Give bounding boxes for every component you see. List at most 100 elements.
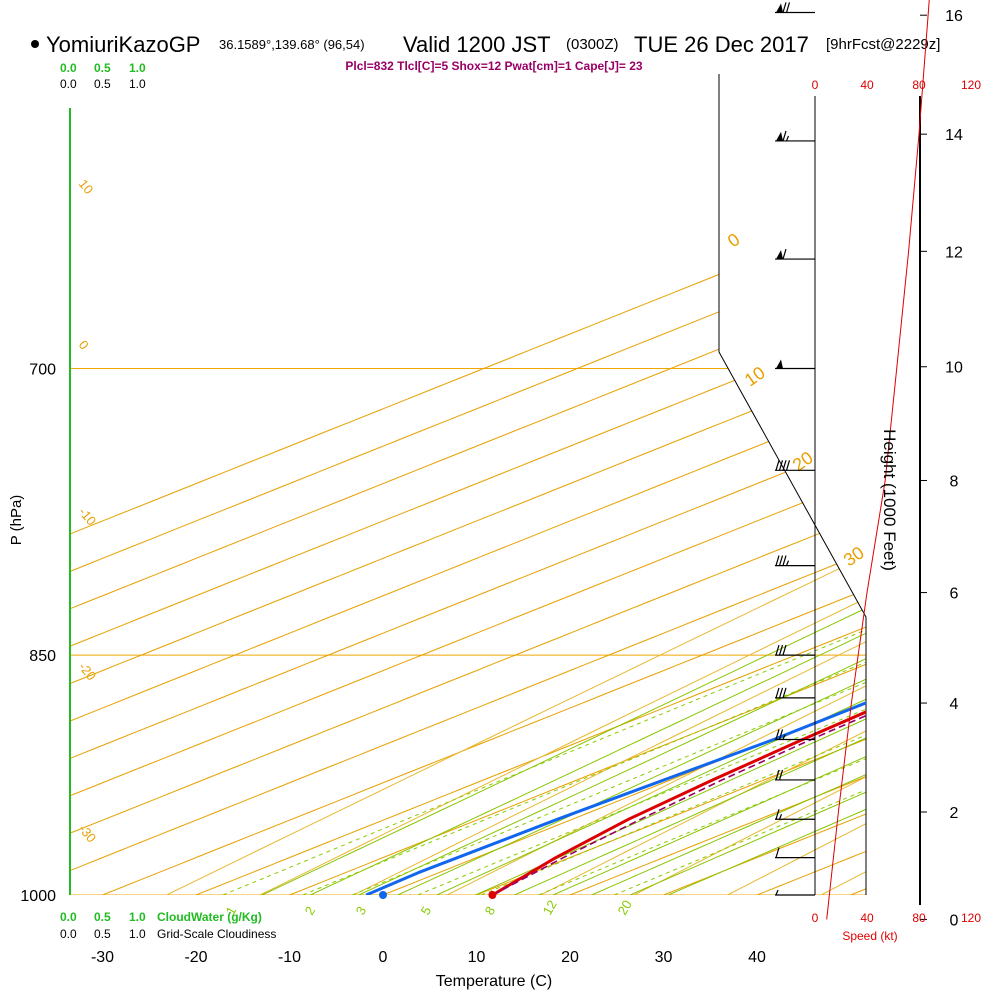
height-axis-title: Height (1000 Feet): [880, 429, 899, 571]
wind-barb-feather: [775, 729, 780, 740]
isotherm-label: -10: [76, 504, 100, 528]
height-tick-label: 12: [945, 244, 963, 261]
moist-adiabat-line: [240, 74, 866, 895]
cloudiness-scale-bottom-0: 0.0: [60, 927, 77, 941]
isotherm-label: -30: [76, 821, 100, 845]
grid-clip-group: [70, 74, 866, 895]
speed-tick-label-top: 40: [860, 78, 874, 92]
wind-barb-feather: [778, 769, 784, 781]
wet-adiabat-label: 10: [741, 362, 769, 390]
moist-adiabat-line: [277, 74, 866, 895]
temperature-tick-label: -10: [278, 949, 301, 966]
wind-barb-feather: [782, 248, 787, 260]
temperature-tick-label: 10: [468, 949, 486, 966]
speed-tick-label-bottom: 40: [860, 911, 874, 925]
y-axis-title: P (hPa): [8, 495, 25, 546]
mixing-ratio-label: 20: [615, 897, 635, 917]
isotherm-line: [195, 74, 866, 895]
cloudwater-scale-top-2: 1.0: [129, 61, 146, 75]
wind-barb: [775, 644, 815, 656]
speed-tick-label-bottom: 120: [961, 911, 981, 925]
dewpoint-profile-line: [365, 74, 866, 895]
wind-barb-feather: [775, 644, 780, 656]
wind-barb-feather: [782, 460, 787, 471]
wet-adiabat-label: 0: [724, 229, 744, 251]
moist-adiabat-line: [352, 74, 866, 895]
moist-adiabat-line: [109, 74, 866, 895]
chart-grid: [70, 74, 867, 895]
wind-barb-feather: [778, 687, 784, 699]
station-name: YomiuriKazoGP: [46, 32, 200, 57]
sounding-profiles: [365, 74, 866, 899]
isotherm-label: 10: [76, 176, 97, 197]
forecast-tag: [9hrFcst@2229z]: [826, 36, 940, 53]
wind-barb-half-feather: [775, 889, 779, 896]
wind-barb-flag: [776, 3, 783, 13]
dry-adiabat-line: [587, 74, 866, 895]
speed-tick-label-top: 120: [961, 78, 981, 92]
temperature-tick-label: 20: [561, 949, 579, 966]
speed-panel: 0 0 40 40 80 80 120 120: [812, 0, 981, 925]
wind-barb: [775, 809, 815, 820]
isotherm-line: [70, 74, 866, 895]
isotherm-line: [70, 74, 866, 895]
zulu-time: (0300Z): [566, 36, 619, 53]
wind-barb: [775, 687, 815, 699]
wind-barb-feather: [778, 460, 784, 471]
pressure-tick-label: 700: [29, 361, 56, 378]
speed-tick-label-top: 80: [912, 78, 926, 92]
pressure-tick-label: 1000: [20, 888, 56, 905]
moist-adiabat-line: [155, 74, 866, 895]
dry-adiabat-line: [398, 74, 866, 895]
height-tick-label: 4: [950, 696, 959, 713]
temperature-profile-line: [491, 74, 866, 895]
wind-speed-profile-line: [826, 0, 930, 920]
wind-barb-flag: [776, 131, 783, 141]
wind-barb-feather: [782, 2, 787, 13]
wind-barb-half-feather: [782, 734, 786, 740]
wind-barb: [775, 555, 815, 567]
temperature-tick-label: 0: [379, 949, 388, 966]
wind-barb-feather: [775, 555, 780, 566]
cloudwater-scale-top-1: 0.5: [94, 61, 111, 75]
valid-time: Valid 1200 JST: [403, 32, 551, 57]
wind-barb-feather: [778, 555, 784, 566]
station-marker-icon: [31, 40, 39, 48]
cloudwater-scale-bottom-0: 0.0: [60, 910, 77, 924]
isotherm-line: [70, 74, 866, 895]
temperature-tick-label: -20: [184, 949, 207, 966]
height-tick-label: 6: [950, 586, 959, 603]
indices-line: Plcl=832 Tlcl[C]=5 Shox=12 Pwat[cm]=1 Ca…: [345, 59, 642, 73]
wind-barb-half-feather: [778, 814, 783, 820]
wind-barb-feather: [775, 460, 780, 471]
moist-adiabat-line: [501, 74, 866, 895]
moist-adiabat-line: [202, 74, 866, 895]
mixing-ratio-line: [538, 74, 866, 895]
cloudwater-scale-bottom-1: 0.5: [94, 910, 111, 924]
cloudiness-legend-label: Grid-Scale Cloudiness: [157, 927, 276, 941]
temperature-tick-label: 40: [748, 949, 766, 966]
wind-barb-feather: [775, 847, 780, 858]
height-tick-label: 2: [950, 805, 959, 822]
cloudiness-scale-top-0: 0.0: [60, 77, 77, 91]
isotherm-line: [70, 74, 866, 895]
speed-axis-title: Speed (kt): [842, 929, 897, 943]
wet-adiabat-label: 30: [840, 542, 868, 570]
plot-boundary: [718, 74, 867, 895]
parcel-profile-line: [492, 671, 866, 895]
height-tick-label: 10: [945, 360, 963, 377]
wind-barb: [775, 729, 815, 741]
height-tick-label: 8: [950, 473, 959, 490]
isotherm-line: [70, 74, 866, 895]
mixing-ratio-label: 12: [540, 897, 560, 917]
speed-tick-label-top: 0: [812, 78, 819, 92]
isotherm-line: [70, 74, 866, 895]
wind-barb: [775, 2, 815, 14]
station-location: 36.1589°,139.68° (96,54): [219, 37, 365, 52]
wind-barb-feather: [782, 644, 787, 656]
temperature-tick-label: 30: [655, 949, 673, 966]
wind-barb-feather: [785, 2, 791, 13]
mixing-ratio-line: [417, 74, 866, 895]
wet-adiabat-label: 20: [789, 447, 817, 475]
wind-barb: [775, 769, 815, 781]
